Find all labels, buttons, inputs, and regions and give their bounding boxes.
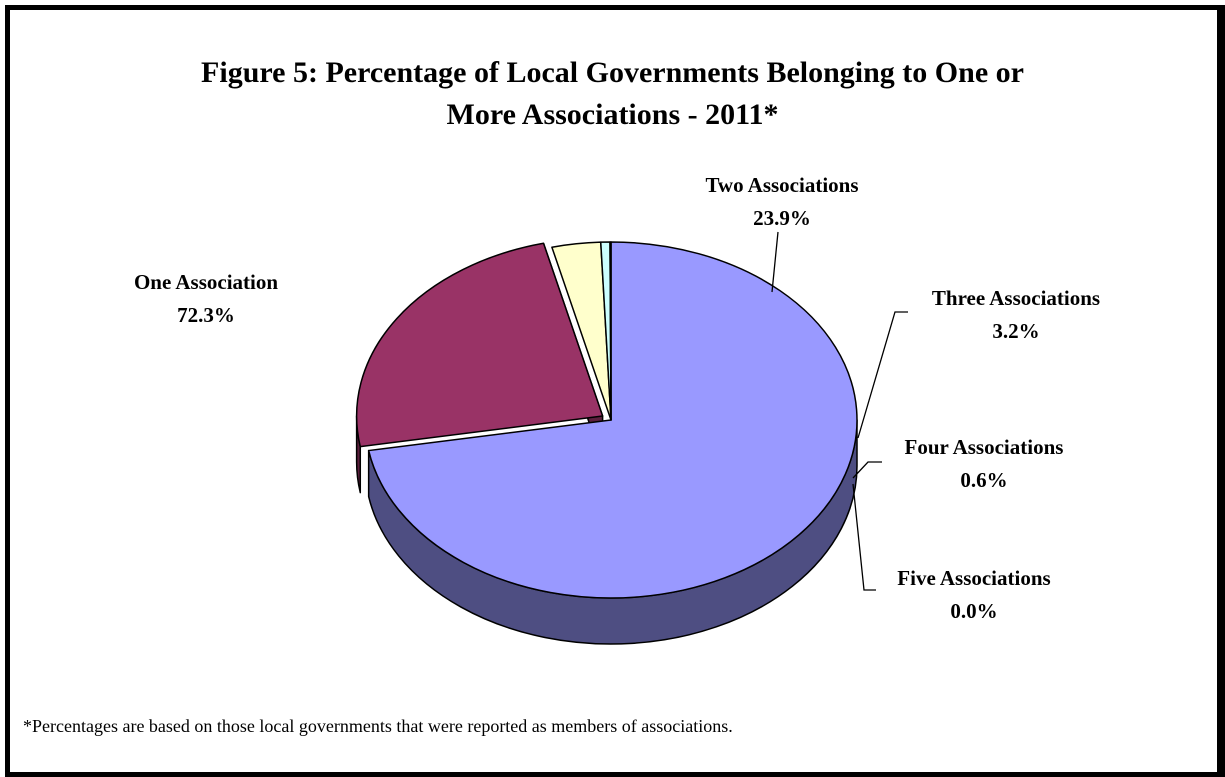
- slice-label-five-associations: Five Associations: [897, 566, 1050, 590]
- pie-slice-five-associations: [609, 241, 612, 421]
- chart-title: Figure 5: Percentage of Local Government…: [0, 52, 1225, 136]
- slice-value-four-associations: 0.6%: [960, 468, 1007, 492]
- pie-tops: [355, 241, 858, 599]
- slice-label-three-associations: Three Associations: [932, 286, 1100, 310]
- slice-value-three-associations: 3.2%: [992, 319, 1039, 343]
- leader-line-three-associations: [857, 311, 908, 439]
- slice-label-two-associations: Two Associations: [705, 173, 858, 197]
- slice-value-two-associations: 23.9%: [753, 206, 811, 230]
- leader-line-five-associations: [852, 483, 876, 591]
- leader-line-two-associations: [771, 231, 779, 293]
- slice-label-one-association: One Association: [134, 270, 278, 294]
- slice-value-one-association: 72.3%: [177, 303, 235, 327]
- chart-title-line-2: More Associations - 2011*: [446, 98, 779, 131]
- slice-value-five-associations: 0.0%: [950, 599, 997, 623]
- slice-label-four-associations: Four Associations: [905, 435, 1064, 459]
- pie-slice-one-association: [367, 241, 858, 599]
- chart-title-line-1: Figure 5: Percentage of Local Government…: [201, 56, 1024, 89]
- pie-labels: One Association 72.3% Two Associations 23.9…: [134, 173, 1100, 623]
- leader-line-four-associations: [852, 461, 882, 479]
- footnote: *Percentages are based on those local go…: [23, 716, 733, 736]
- pie-slice-two-associations: [355, 242, 604, 448]
